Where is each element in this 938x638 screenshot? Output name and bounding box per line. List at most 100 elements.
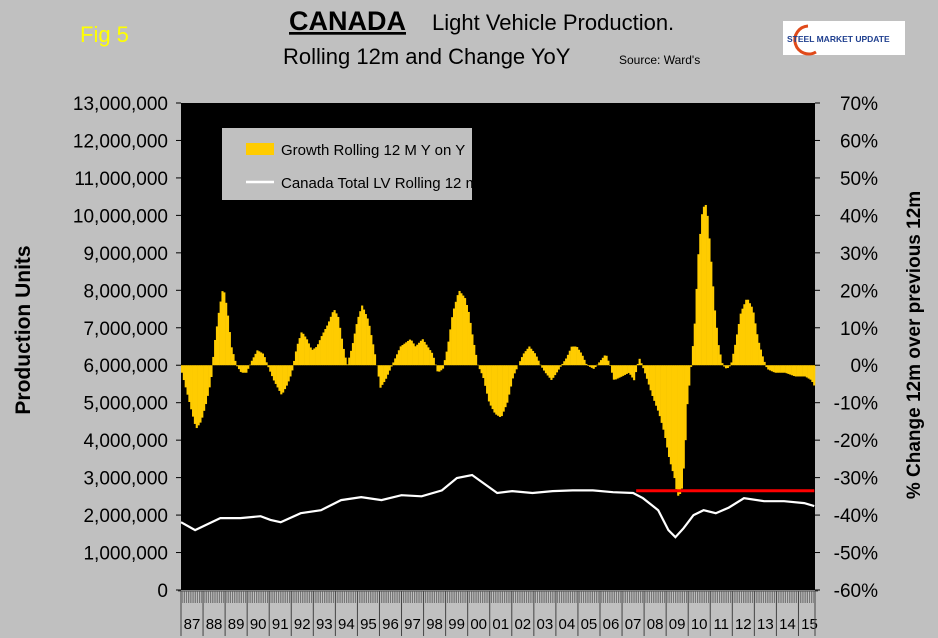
- growth-bar: [607, 360, 610, 366]
- growth-bar: [241, 365, 244, 373]
- growth-bar: [212, 356, 215, 366]
- growth-bar: [271, 365, 274, 377]
- x-tick-label: 94: [338, 616, 355, 633]
- growth-bar: [276, 365, 279, 388]
- y-tick-label: 2,000,000: [83, 506, 168, 527]
- growth-bar: [326, 325, 329, 366]
- x-tick-label: 90: [250, 616, 267, 633]
- growth-bar: [405, 342, 408, 366]
- x-tick-label: 09: [669, 616, 686, 633]
- growth-bar: [636, 363, 639, 366]
- growth-bar: [508, 365, 511, 395]
- y-tick-label: 12,000,000: [73, 131, 168, 152]
- growth-bar: [250, 360, 253, 366]
- growth-bar: [304, 336, 307, 366]
- growth-bar: [484, 365, 487, 386]
- growth-bar: [737, 324, 740, 366]
- source-note: Source: Ward's: [619, 53, 700, 67]
- growth-bar: [357, 316, 360, 366]
- growth-bar: [756, 334, 759, 366]
- growth-bar: [713, 310, 717, 366]
- growth-bar: [237, 365, 241, 370]
- growth-bar: [282, 365, 285, 393]
- legend-growth-swatch: [246, 143, 274, 155]
- growth-bar: [590, 365, 593, 368]
- growth-bar: [217, 312, 220, 366]
- growth-bar: [585, 363, 588, 366]
- growth-bar: [574, 346, 577, 366]
- growth-bar: [533, 353, 536, 366]
- growth-bar: [800, 365, 803, 377]
- y-tick-label: 10,000,000: [73, 206, 168, 227]
- growth-bar: [346, 364, 349, 366]
- growth-bar: [531, 350, 535, 366]
- growth-bar: [708, 238, 711, 366]
- growth-bar: [686, 365, 689, 405]
- growth-bar: [638, 358, 641, 366]
- growth-bar: [813, 365, 816, 386]
- growth-bar: [328, 321, 331, 366]
- growth-bar: [504, 365, 507, 408]
- growth-bar: [331, 312, 334, 366]
- growth-bar: [728, 365, 731, 367]
- x-tick-label: 12: [735, 616, 752, 633]
- growth-bar: [759, 349, 763, 366]
- growth-bar: [204, 365, 208, 405]
- growth-bar: [598, 362, 601, 366]
- growth-bar: [715, 327, 718, 366]
- growth-bar: [416, 344, 419, 366]
- growth-bar: [407, 340, 410, 366]
- growth-bar: [656, 365, 660, 411]
- growth-bar: [642, 365, 645, 369]
- growth-bar: [691, 346, 695, 366]
- x-tick-label: 89: [228, 616, 245, 633]
- growth-bar: [335, 313, 338, 366]
- growth-bar: [454, 301, 457, 366]
- growth-bar: [489, 365, 492, 406]
- growth-bar: [699, 233, 702, 366]
- y-tick-label: 1,000,000: [83, 544, 168, 565]
- growth-bar: [401, 345, 404, 366]
- y2-tick-label: -20%: [834, 431, 878, 452]
- growth-bar: [572, 346, 575, 366]
- growth-bar: [421, 339, 424, 366]
- growth-bar: [480, 365, 483, 374]
- growth-bar: [796, 365, 799, 377]
- x-tick-label: 15: [801, 616, 818, 633]
- growth-bar: [272, 365, 276, 381]
- growth-bar: [662, 365, 665, 430]
- growth-bar: [467, 311, 470, 366]
- growth-bar: [645, 365, 649, 379]
- y2-tick-label: 20%: [840, 281, 878, 302]
- growth-bar: [350, 350, 353, 366]
- growth-bar: [427, 347, 430, 366]
- growth-bar: [440, 365, 443, 371]
- growth-bar: [535, 356, 538, 366]
- growth-bar: [695, 288, 698, 366]
- growth-bar: [577, 349, 581, 366]
- growth-bar: [609, 365, 612, 366]
- growth-bar: [805, 365, 808, 378]
- growth-bar: [550, 365, 553, 380]
- growth-bar: [612, 365, 615, 380]
- growth-bar: [726, 365, 729, 368]
- y-tick-label: 6,000,000: [83, 356, 168, 377]
- growth-bar: [408, 339, 412, 366]
- y2-tick-label: 70%: [840, 94, 878, 115]
- growth-bar: [809, 365, 812, 380]
- growth-bar: [528, 346, 531, 366]
- x-axis: 87 88 89 90 91 92 93 94 95 96 97 98 99 00 01 02 03 04 05 06…: [178, 590, 818, 636]
- growth-bar: [234, 360, 237, 366]
- growth-bar: [673, 365, 676, 479]
- growth-bar: [576, 347, 579, 366]
- growth-bar: [278, 365, 281, 391]
- growth-bar: [486, 365, 489, 394]
- growth-bar: [798, 365, 801, 377]
- growth-bar: [348, 357, 351, 366]
- growth-bar: [712, 286, 715, 366]
- growth-bar: [495, 365, 498, 415]
- growth-bar: [647, 365, 650, 385]
- y-tick-label: 3,000,000: [83, 469, 168, 490]
- growth-bar: [267, 365, 270, 368]
- growth-bar: [311, 349, 314, 366]
